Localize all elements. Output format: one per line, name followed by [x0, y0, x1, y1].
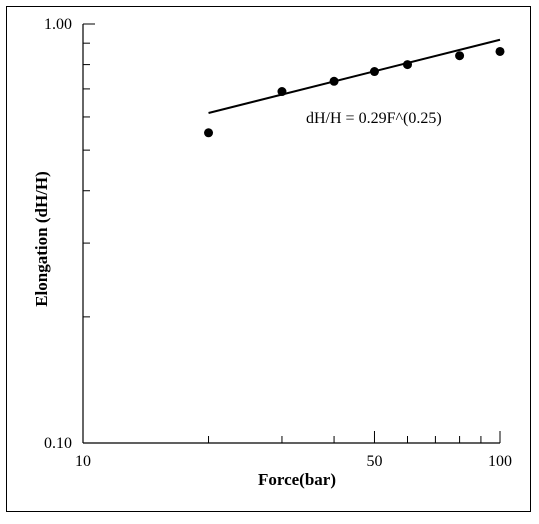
data-point — [495, 46, 505, 56]
data-point — [277, 87, 287, 97]
data-point — [369, 67, 379, 77]
data-points — [204, 46, 505, 138]
y-tick-label: 1.00 — [44, 16, 72, 33]
x-axis-title: Force(bar) — [258, 470, 336, 489]
y-tick-label: 0.10 — [44, 435, 72, 452]
y-axis-title: Elongation (dH/H) — [32, 171, 51, 307]
data-point — [455, 51, 465, 61]
x-tick-label: 50 — [366, 453, 382, 470]
fit-line-group — [208, 38, 501, 114]
tick-labels: 10 50 100 1.00 0.10 — [44, 16, 512, 470]
frame — [6, 6, 531, 512]
data-point — [204, 128, 214, 138]
axis-ticks — [82, 23, 501, 444]
data-point — [329, 76, 339, 86]
fit-line — [208, 38, 501, 114]
data-point — [402, 60, 412, 70]
x-tick-label: 100 — [488, 453, 512, 470]
fit-equation: dH/H = 0.29F^(0.25) — [306, 110, 442, 127]
x-tick-label: 10 — [75, 453, 91, 470]
axes — [82, 24, 500, 444]
